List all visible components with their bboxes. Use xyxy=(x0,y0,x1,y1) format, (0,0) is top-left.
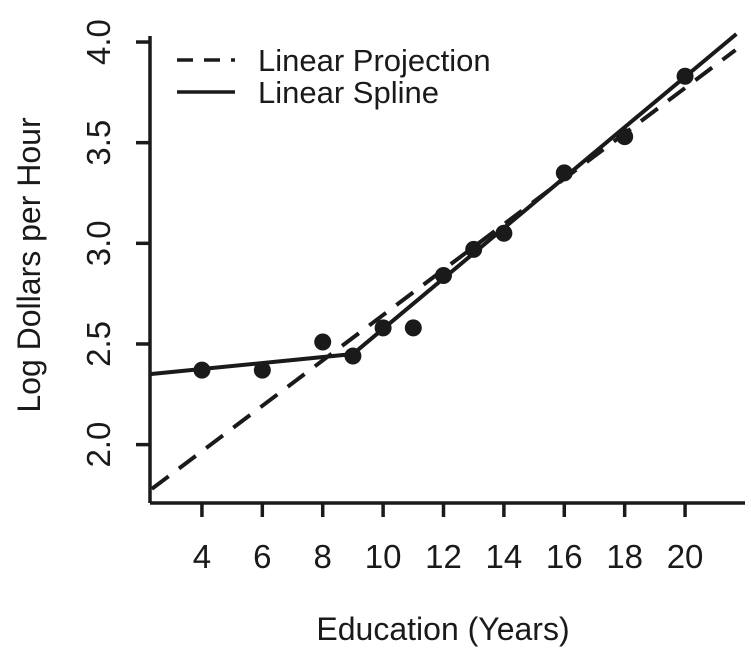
data-point xyxy=(555,164,573,182)
x-tick-label: 10 xyxy=(365,538,402,575)
data-point xyxy=(465,240,483,258)
x-tick-label: 8 xyxy=(314,538,332,575)
x-tick-label: 14 xyxy=(486,538,523,575)
data-point xyxy=(374,319,392,337)
y-tick-label: 4.0 xyxy=(80,19,117,65)
data-point xyxy=(404,319,422,337)
x-axis-title: Education (Years) xyxy=(316,611,569,647)
data-point xyxy=(344,347,362,365)
x-tick-label: 12 xyxy=(425,538,462,575)
y-tick-label: 2.5 xyxy=(80,321,117,367)
legend-item-label: Linear Projection xyxy=(258,43,491,78)
projection-line xyxy=(150,48,737,491)
data-point xyxy=(253,361,271,379)
y-tick-label: 3.0 xyxy=(80,220,117,266)
data-point xyxy=(435,267,452,285)
data-points xyxy=(193,67,694,379)
x-tick-label: 4 xyxy=(193,538,211,575)
data-point xyxy=(495,224,513,242)
data-series xyxy=(149,32,738,491)
y-tick-label: 3.5 xyxy=(80,120,117,166)
data-point xyxy=(314,333,332,351)
data-point xyxy=(193,361,211,379)
data-point xyxy=(616,128,634,146)
x-tick-label: 6 xyxy=(253,538,271,575)
y-tick-label: 2.0 xyxy=(80,422,117,468)
x-tick-label: 16 xyxy=(546,538,583,575)
x-tick-label: 20 xyxy=(667,538,704,575)
legend-item-label: Linear Spline xyxy=(258,75,439,110)
data-point xyxy=(676,67,694,85)
y-axis-title: Log Dollars per Hour xyxy=(11,117,47,413)
spline-line xyxy=(149,32,738,377)
axes: 4 6 8 10 12 14 16 18 20 2.0 2.5 3.0 3.5 4.0 xyxy=(80,19,745,575)
x-tick-label: 18 xyxy=(606,538,643,575)
